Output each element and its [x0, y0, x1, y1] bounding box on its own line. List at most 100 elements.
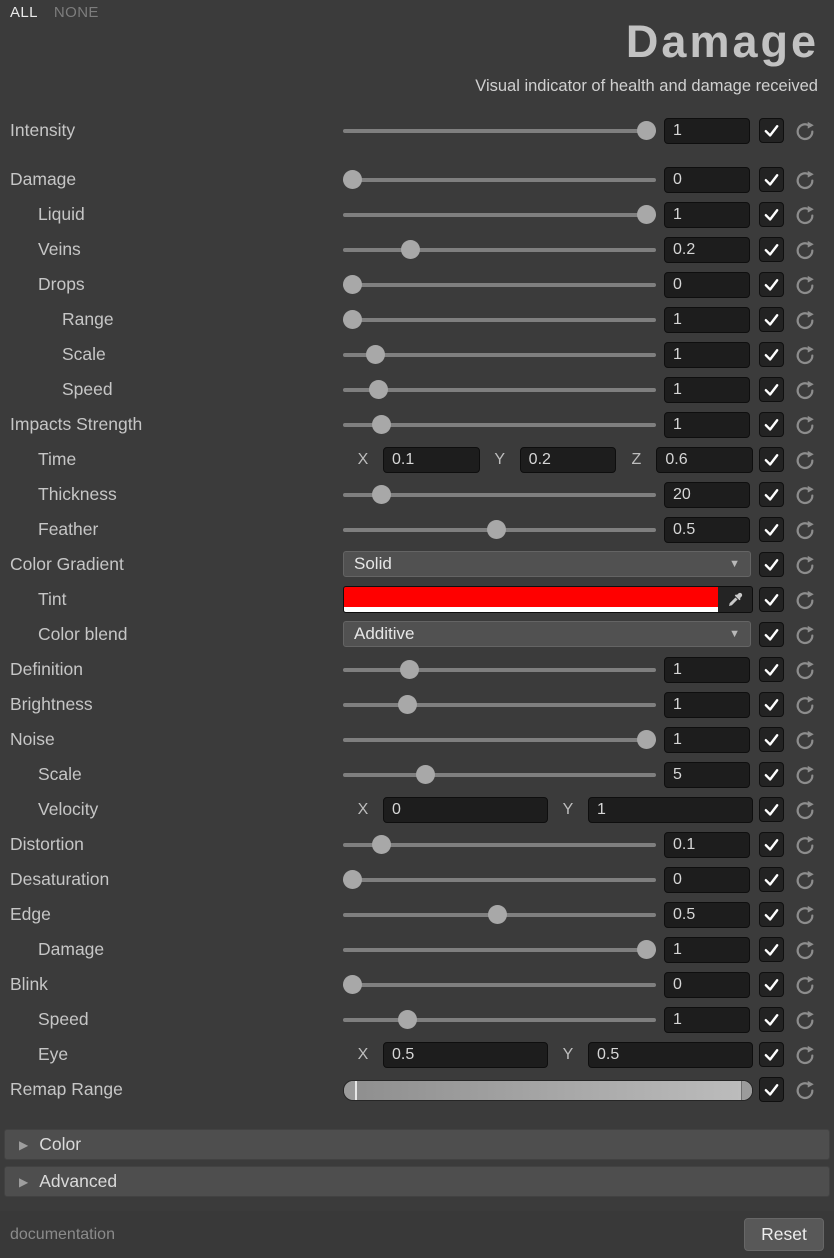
enable-checkbox[interactable]	[759, 867, 784, 892]
enable-checkbox[interactable]	[759, 937, 784, 962]
dropdown-select[interactable]: Solid ▼	[343, 550, 751, 577]
value-field[interactable]	[664, 656, 750, 683]
select-all-button[interactable]: ALL	[10, 4, 38, 21]
slider-track[interactable]	[343, 205, 656, 224]
enable-checkbox[interactable]	[759, 972, 784, 997]
value-field[interactable]	[664, 831, 750, 858]
axis-field-z[interactable]	[656, 446, 754, 473]
reset-property-button[interactable]	[792, 1042, 818, 1068]
value-field[interactable]	[664, 936, 750, 963]
slider-handle[interactable]	[398, 695, 418, 714]
reset-property-button[interactable]	[792, 482, 818, 508]
documentation-link[interactable]: documentation	[10, 1226, 115, 1243]
value-field[interactable]	[664, 117, 750, 144]
value-field[interactable]	[664, 306, 750, 333]
enable-checkbox[interactable]	[759, 902, 784, 927]
reset-property-button[interactable]	[792, 167, 818, 193]
enable-checkbox[interactable]	[759, 762, 784, 787]
slider-handle[interactable]	[636, 205, 656, 224]
axis-field-y[interactable]	[588, 796, 753, 823]
slider-track[interactable]	[343, 730, 656, 749]
reset-property-button[interactable]	[792, 797, 818, 823]
reset-property-button[interactable]	[792, 1077, 818, 1103]
enable-checkbox[interactable]	[759, 237, 784, 262]
axis-field-x[interactable]	[383, 1041, 548, 1068]
value-field[interactable]	[664, 516, 750, 543]
slider-track[interactable]	[343, 835, 656, 854]
slider-track[interactable]	[343, 940, 656, 959]
reset-property-button[interactable]	[792, 727, 818, 753]
value-field[interactable]	[664, 376, 750, 403]
reset-property-button[interactable]	[792, 342, 818, 368]
minmax-range-slider[interactable]	[343, 1079, 753, 1101]
slider-handle[interactable]	[368, 380, 388, 399]
slider-handle[interactable]	[398, 1010, 418, 1029]
enable-checkbox[interactable]	[759, 692, 784, 717]
slider-handle[interactable]	[416, 765, 435, 784]
slider-track[interactable]	[342, 170, 656, 189]
value-field[interactable]	[664, 726, 750, 753]
slider-handle[interactable]	[366, 345, 386, 364]
reset-property-button[interactable]	[792, 202, 818, 228]
slider-handle[interactable]	[401, 240, 421, 259]
value-field[interactable]	[664, 411, 750, 438]
slider-track[interactable]	[342, 310, 656, 329]
enable-checkbox[interactable]	[759, 307, 784, 332]
slider-track[interactable]	[343, 695, 656, 714]
slider-track[interactable]	[343, 380, 656, 399]
color-picker-field[interactable]	[343, 585, 753, 613]
color-swatch[interactable]	[344, 586, 718, 607]
range-max-handle[interactable]	[741, 1080, 752, 1100]
slider-handle[interactable]	[342, 870, 362, 889]
reset-property-button[interactable]	[792, 692, 818, 718]
reset-property-button[interactable]	[792, 622, 818, 648]
value-field[interactable]	[664, 866, 750, 893]
slider-handle[interactable]	[636, 940, 656, 959]
slider-handle[interactable]	[486, 520, 506, 539]
axis-field-x[interactable]	[383, 796, 548, 823]
reset-property-button[interactable]	[792, 412, 818, 438]
enable-checkbox[interactable]	[759, 482, 784, 507]
reset-property-button[interactable]	[792, 517, 818, 543]
enable-checkbox[interactable]	[759, 342, 784, 367]
reset-property-button[interactable]	[792, 762, 818, 788]
axis-field-y[interactable]	[519, 446, 617, 473]
slider-handle[interactable]	[342, 975, 362, 994]
reset-property-button[interactable]	[792, 1007, 818, 1033]
reset-property-button[interactable]	[792, 972, 818, 998]
enable-checkbox[interactable]	[759, 727, 784, 752]
reset-property-button[interactable]	[792, 832, 818, 858]
eyedropper-button[interactable]	[723, 588, 747, 612]
reset-property-button[interactable]	[792, 447, 818, 473]
slider-track[interactable]	[343, 1010, 656, 1029]
slider-handle[interactable]	[636, 121, 656, 140]
enable-checkbox[interactable]	[759, 797, 784, 822]
slider-handle[interactable]	[342, 310, 362, 329]
axis-field-x[interactable]	[383, 446, 480, 473]
enable-checkbox[interactable]	[759, 118, 784, 143]
section-header-advanced[interactable]: ▶ Advanced	[4, 1166, 830, 1197]
slider-track[interactable]	[343, 485, 656, 504]
axis-field-y[interactable]	[588, 1041, 753, 1068]
slider-handle[interactable]	[636, 730, 656, 749]
value-field[interactable]	[664, 166, 750, 193]
value-field[interactable]	[664, 341, 750, 368]
value-field[interactable]	[664, 481, 750, 508]
reset-property-button[interactable]	[792, 867, 818, 893]
value-field[interactable]	[664, 901, 750, 928]
slider-handle[interactable]	[488, 905, 508, 924]
reset-all-button[interactable]: Reset	[744, 1218, 824, 1251]
enable-checkbox[interactable]	[759, 587, 784, 612]
slider-handle[interactable]	[371, 835, 391, 854]
reset-property-button[interactable]	[792, 937, 818, 963]
slider-track[interactable]	[343, 765, 656, 784]
enable-checkbox[interactable]	[759, 832, 784, 857]
slider-handle[interactable]	[371, 485, 391, 504]
reset-property-button[interactable]	[792, 552, 818, 578]
enable-checkbox[interactable]	[759, 1042, 784, 1067]
enable-checkbox[interactable]	[759, 447, 784, 472]
enable-checkbox[interactable]	[759, 202, 784, 227]
slider-track[interactable]	[343, 415, 656, 434]
reset-property-button[interactable]	[792, 377, 818, 403]
section-header-color[interactable]: ▶ Color	[4, 1129, 830, 1160]
